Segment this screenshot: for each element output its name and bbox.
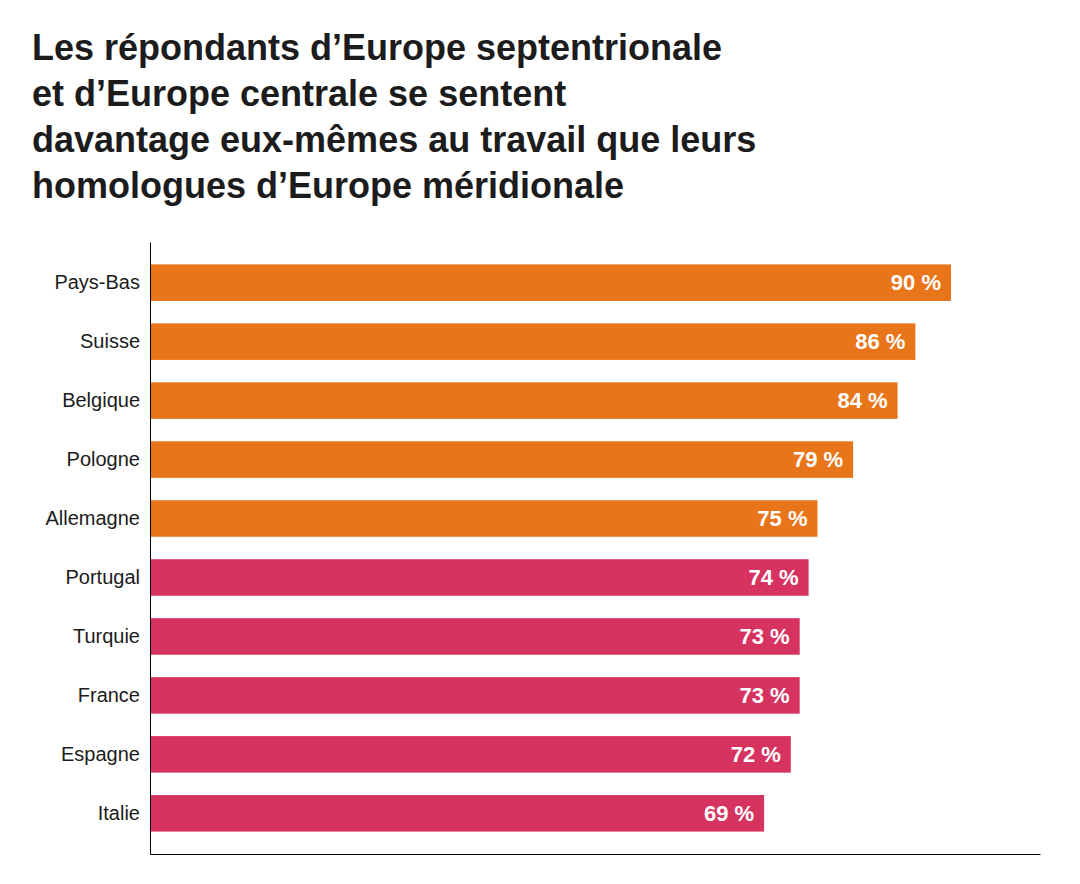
bar: [150, 500, 818, 537]
category-label: Suisse: [80, 330, 140, 352]
y-tick: Allemagne: [45, 507, 150, 529]
x-axis: [151, 854, 1041, 855]
title-line: davantage eux-mêmes au travail que leurs: [32, 119, 756, 160]
y-tick: Portugal: [66, 566, 151, 588]
y-tick: Turquie: [73, 625, 150, 647]
y-tick: Pays-Bas: [54, 271, 150, 293]
data-labels: 90 % 86 % 84 % 79 % 75 % 74 % 73 % 73 % 72 % 69 %: [704, 270, 941, 826]
bar: [150, 323, 915, 360]
bar: [150, 677, 800, 714]
title: Les répondants d’Europe septentrionale et…: [32, 27, 756, 206]
bar: [150, 618, 800, 655]
title-line: et d’Europe centrale se sentent: [32, 73, 566, 114]
y-axis-line: [150, 243, 151, 855]
bar: [150, 382, 898, 419]
bar: [150, 264, 951, 301]
y-tick: Pologne: [67, 448, 150, 470]
data-label: 72 %: [731, 742, 781, 767]
category-label: Turquie: [73, 625, 140, 647]
bar: [150, 441, 853, 478]
data-label: 74 %: [748, 565, 798, 590]
y-tick: Italie: [98, 802, 150, 824]
plot: Pays-Bas Suisse Belgique Pologne Allemagne Po…: [45, 243, 1040, 855]
data-label: 69 %: [704, 801, 754, 826]
category-label: Espagne: [61, 743, 140, 765]
data-label: 73 %: [740, 683, 790, 708]
bar: [150, 559, 809, 596]
category-label: Portugal: [66, 566, 141, 588]
data-label: 75 %: [757, 506, 807, 531]
data-label: 73 %: [740, 624, 790, 649]
category-label: Belgique: [62, 389, 140, 411]
category-label: France: [78, 684, 140, 706]
category-label: Pays-Bas: [54, 271, 140, 293]
data-label: 90 %: [891, 270, 941, 295]
y-tick: Belgique: [62, 389, 150, 411]
bars: [150, 264, 951, 831]
bar: [150, 795, 764, 832]
category-label: Italie: [98, 802, 140, 824]
title-line: homologues d’Europe méridionale: [32, 165, 624, 206]
y-axis: Pays-Bas Suisse Belgique Pologne Allemagne Po…: [45, 243, 150, 855]
data-label: 86 %: [855, 329, 905, 354]
data-label: 84 %: [837, 388, 887, 413]
category-label: Allemagne: [45, 507, 140, 529]
chart: Les répondants d’Europe septentrionale et…: [0, 0, 1080, 884]
x-axis-line: [151, 854, 1041, 855]
bar: [150, 736, 791, 773]
data-label: 79 %: [793, 447, 843, 472]
category-label: Pologne: [67, 448, 140, 470]
title-line: Les répondants d’Europe septentrionale: [32, 27, 722, 68]
y-tick: France: [78, 684, 150, 706]
y-tick: Suisse: [80, 330, 150, 352]
y-tick: Espagne: [61, 743, 150, 765]
